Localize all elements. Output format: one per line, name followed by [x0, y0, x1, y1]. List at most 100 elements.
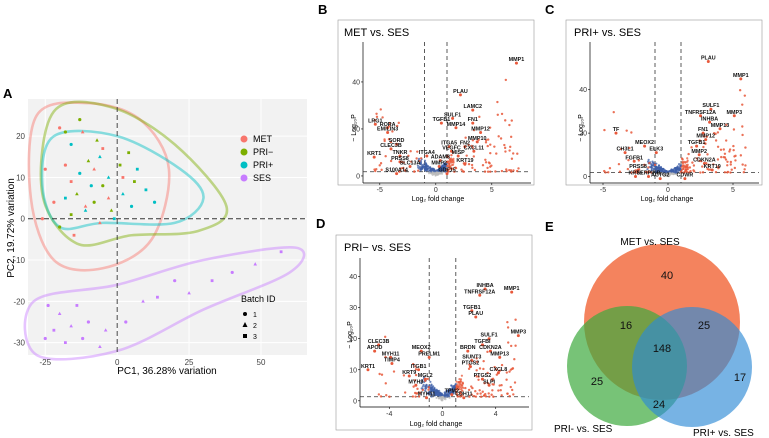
volcano-y-tick-label: 10 [349, 367, 357, 374]
volcano-labeled-point [463, 145, 467, 149]
volcano-sig-point [505, 371, 508, 374]
volcano-sig-point [491, 383, 494, 386]
volcano-sig-point [455, 386, 459, 390]
volcano-sig-point [414, 373, 418, 377]
volcano-labeled-point [479, 130, 483, 134]
volcano-sig-point [447, 164, 451, 168]
volcano-sig-point [493, 145, 496, 148]
volcano-sig-point [513, 381, 517, 384]
volcano-sig-point [384, 382, 387, 385]
volcano-labeled-point [487, 383, 491, 387]
batch-label-3: 3 [253, 334, 257, 341]
gene-label: MYH11 [418, 392, 436, 398]
volcano-sig-point [506, 392, 509, 395]
venn-count-met-pri-minus: 16 [620, 320, 632, 332]
gene-label: MGL2 [418, 373, 433, 379]
volcano-sig-point [400, 167, 403, 170]
pca-point-pri-plus [78, 171, 82, 175]
volcano-sig-point [489, 143, 492, 146]
legend-swatch-ses [240, 174, 248, 182]
volcano-gene-point [446, 395, 449, 398]
gene-label: PLAU [701, 56, 716, 62]
volcano-sig-point [482, 394, 486, 397]
volcano-sig-point [449, 160, 452, 163]
volcano-sig-point [509, 145, 512, 149]
volcano-gene-point [424, 389, 427, 392]
volcano-sig-point [468, 395, 471, 398]
volcano-sig-point [724, 139, 728, 142]
pca-point-pri-minus [69, 213, 73, 217]
volcano-sig-point [391, 130, 394, 133]
gene-label: SLPI [483, 379, 495, 385]
volcano-sig-point [741, 125, 744, 128]
volcano-labeled-point [389, 355, 393, 359]
volcano-gene-point [462, 386, 465, 389]
pca-point-ses [75, 304, 79, 307]
volcano-sig-point [379, 108, 382, 111]
volcano-labeled-point [417, 368, 421, 372]
volcano-sig-point [716, 131, 720, 134]
pca-point-met [80, 130, 85, 134]
gene-label: TNKR [392, 150, 407, 156]
volcano-sig-point [683, 170, 687, 173]
volcano-x-tick-label: 0 [666, 187, 670, 194]
volcano-sig-point [467, 143, 470, 147]
gene-label: MMP12 [471, 126, 490, 132]
volcano-sig-point [712, 163, 715, 166]
volcano-sig-point [688, 166, 692, 169]
volcano-labeled-point [408, 165, 412, 169]
volcano-y-tick-label: 0 [356, 173, 360, 180]
volcano-gene-point [679, 168, 682, 171]
volcano-sig-point [427, 388, 430, 391]
volcano-sig-point [499, 389, 502, 392]
volcano-x-tick-label: 4 [494, 411, 498, 418]
volcano-sig-point [505, 169, 508, 173]
pca-point-pri-plus [98, 154, 102, 159]
volcano-labeled-point [496, 371, 500, 375]
pca-point-pri-plus [152, 200, 157, 204]
volcano-sig-point [506, 320, 509, 324]
volcano-sig-point [418, 391, 421, 394]
volcano-d-plot: -4 0 4010203040MMP1INHBATNFRSF12ATGFB1PLAU… [349, 258, 529, 418]
volcano-x-tick-label: -4 [386, 411, 392, 418]
volcano-sig-point [448, 167, 452, 170]
volcano-gene-point [435, 169, 438, 172]
pca-point-met [92, 167, 96, 171]
volcano-gene-point [450, 167, 454, 170]
volcano-sig-point [487, 161, 491, 164]
legend-label-pri-minus: PRI− [253, 147, 273, 157]
volcano-sig-point [384, 355, 387, 359]
volcano-sig-point [392, 370, 396, 373]
gene-label: PTGS2 [462, 361, 480, 367]
volcano-sig-point [486, 170, 490, 173]
volcano-labeled-point [706, 60, 710, 64]
volcano-labeled-point [458, 93, 462, 97]
volcano-gene-point [664, 170, 667, 174]
gene-label: MMP13 [490, 351, 509, 357]
volcano-sig-point [511, 367, 515, 370]
volcano-sig-point [414, 365, 417, 368]
volcano-sig-point [464, 136, 467, 139]
gene-label: FGFB1 [625, 155, 643, 161]
volcano-gene-point [459, 378, 463, 381]
volcano-sig-point [416, 387, 419, 391]
volcano-labeled-point [451, 116, 455, 120]
pca-point-ses [46, 303, 50, 308]
pca-point-met [58, 126, 62, 130]
gene-label: INHBA [477, 283, 494, 289]
volcano-b-y-axis-title: − Log₁₀P [351, 114, 358, 142]
batch-label-1: 1 [253, 312, 257, 319]
volcano-x-tick-label: 5 [731, 187, 735, 194]
volcano-sig-point [389, 159, 393, 163]
volcano-sig-point [681, 158, 684, 161]
batch-legend-title: Batch ID [241, 294, 276, 304]
volcano-gene-point [682, 164, 685, 167]
volcano-gene-point [430, 388, 434, 391]
pca-point-pri-minus [95, 138, 99, 142]
volcano-sig-point [415, 157, 418, 160]
volcano-c-y-axis-title: − Log₁₀P [578, 114, 585, 142]
volcano-labeled-point [414, 383, 418, 387]
volcano-sig-point [707, 168, 711, 171]
pca-point-met [121, 176, 125, 179]
pca-point-pri-plus [129, 204, 134, 208]
